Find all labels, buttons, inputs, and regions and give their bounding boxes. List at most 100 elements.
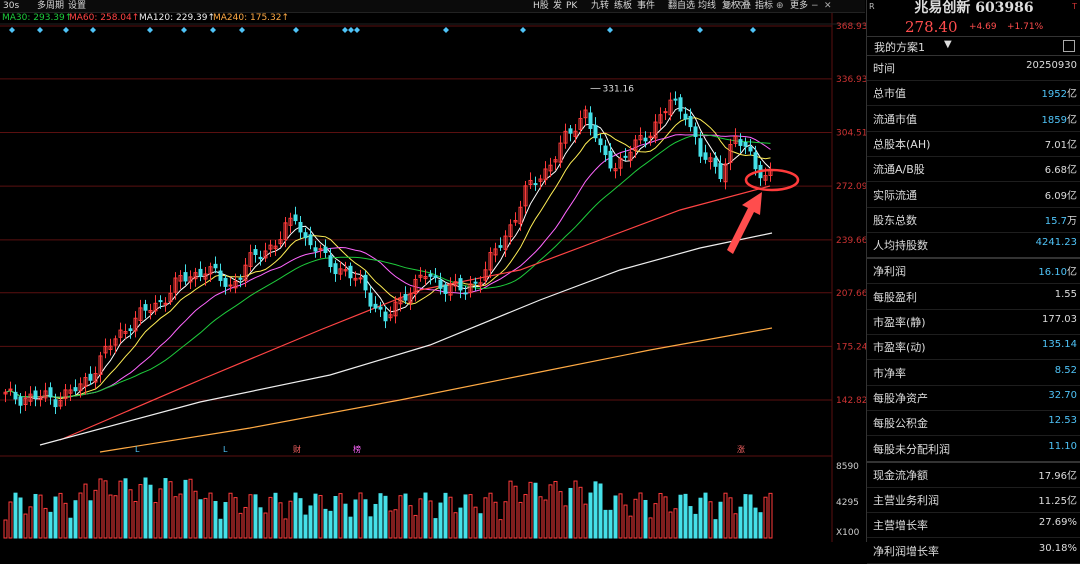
candle-body (408, 293, 413, 304)
candle-body (428, 273, 433, 277)
volume-bar (518, 501, 523, 539)
fundamental-value: 6.09亿 (1044, 190, 1077, 202)
candle-body (378, 306, 383, 310)
volume-bar (683, 493, 688, 539)
candle-body (28, 393, 33, 402)
candle-body (193, 272, 198, 280)
volume-bar (18, 497, 23, 539)
event-marker: 财 (293, 444, 301, 454)
minimize-icon[interactable]: − (811, 1, 819, 11)
eye-icon[interactable]: ◎ (724, 1, 732, 11)
candle-body (453, 281, 458, 287)
toolbar-item-more[interactable]: 更多 (790, 1, 809, 11)
candle-body (653, 121, 658, 139)
fundamental-label: 人均持股数 (873, 239, 928, 253)
close-icon[interactable]: ✕ (824, 1, 832, 11)
toolbar-item-jiuzhuan[interactable]: 九转 (591, 1, 610, 11)
volume-bar (343, 503, 348, 539)
candle-body (498, 245, 503, 248)
candle-body (133, 317, 138, 332)
plan-selector[interactable]: 我的方案1 ▼ e (867, 36, 1080, 56)
fundamental-row: 流通A/B股 6.68亿 (867, 156, 1080, 183)
event-diamond-icon (354, 27, 360, 33)
toolbar-item-hshare[interactable]: H股 (533, 1, 549, 11)
candle-body (538, 178, 543, 182)
lock-icon[interactable]: ⚲ (738, 1, 745, 11)
volume-bar (743, 494, 748, 539)
fundamental-label: 总市值 (873, 87, 906, 101)
event-diamond-icon (90, 27, 96, 33)
candle-body (753, 152, 758, 170)
toolbar-item-ma[interactable]: 均线 (698, 1, 717, 11)
candle-body (728, 143, 733, 163)
fundamental-value: 1.55 (1054, 288, 1077, 300)
toolbar-item-overlay[interactable]: 叠 (742, 1, 752, 11)
candle-body (288, 217, 293, 226)
ma30-line (5, 134, 771, 398)
volume-bar (213, 500, 218, 539)
annotation-layer: 331.16 (590, 84, 800, 254)
volume-bar (103, 480, 108, 539)
candle-body (463, 292, 468, 295)
fundamental-unit: 亿 (1067, 139, 1077, 151)
volume-bar (13, 492, 18, 539)
volume-bar (68, 517, 73, 539)
toolbar-item-adjust[interactable]: 复权 (722, 1, 741, 11)
fundamental-label: 净利润增长率 (873, 544, 939, 558)
toolbar-item-pk[interactable]: PK (566, 1, 578, 11)
candle-body (413, 278, 418, 295)
kline-chart[interactable]: 368.93 336.93 304.51 272.09 239.66 207.66 175.… (0, 0, 866, 542)
candle-body (43, 390, 48, 399)
candle-body (708, 157, 713, 163)
candle-body (248, 252, 253, 267)
settings-button[interactable]: 设置 (68, 1, 87, 11)
toolbar-item-fa[interactable]: 发 (553, 1, 563, 11)
candle-body (358, 277, 363, 280)
price-tick-label: 368.93 (836, 22, 866, 32)
volume-bar (303, 514, 308, 539)
candle-body (218, 270, 223, 281)
candle-body (618, 157, 623, 169)
volume-bar (508, 480, 513, 539)
toolbar-item-watchlist[interactable]: 翻自选 (668, 1, 696, 11)
badge-t[interactable]: T (1072, 2, 1077, 11)
volume-bar (123, 478, 128, 539)
candle-body (508, 224, 513, 238)
edit-icon[interactable]: e (1063, 40, 1075, 52)
period-selector[interactable]: 30s (3, 1, 20, 11)
candle-body (503, 235, 508, 250)
volume-bar (283, 518, 288, 539)
volume-bar (623, 504, 628, 539)
volume-bar (108, 494, 113, 539)
candle-body (68, 389, 73, 394)
toolbar-item-lianban[interactable]: 练板 (614, 1, 633, 11)
candle-body (238, 277, 243, 280)
volume-bar (93, 489, 98, 539)
candle-body (458, 278, 463, 291)
volume-bar (178, 493, 183, 539)
candle-body (548, 164, 553, 172)
multi-period-button[interactable]: 多周期 (37, 1, 65, 11)
mode-icon[interactable]: ⊕ (776, 1, 784, 11)
candle-body (578, 117, 583, 130)
ma240-legend: MA240: 175.32↑ (213, 13, 290, 23)
volume-bar (218, 518, 223, 539)
volume-bar (513, 485, 518, 539)
volume-bar (163, 478, 168, 539)
volume-bar (363, 499, 368, 539)
fundamental-unit: 亿 (1067, 190, 1077, 202)
candle-body (433, 275, 438, 278)
candle-body (598, 138, 603, 146)
volume-bar (88, 500, 93, 539)
volume-bar (278, 502, 283, 539)
candle-body (568, 128, 573, 134)
candle-body (228, 284, 233, 287)
volume-bar (3, 519, 8, 539)
fundamental-label: 市盈率(动) (873, 341, 926, 355)
toolbar-item-indicator[interactable]: 指标 (755, 1, 774, 11)
toolbar-item-events[interactable]: 事件 (637, 1, 656, 11)
fundamental-label: 主营业务利润 (873, 494, 939, 508)
event-marker: 榜 (353, 444, 361, 454)
candle-body (203, 273, 208, 280)
